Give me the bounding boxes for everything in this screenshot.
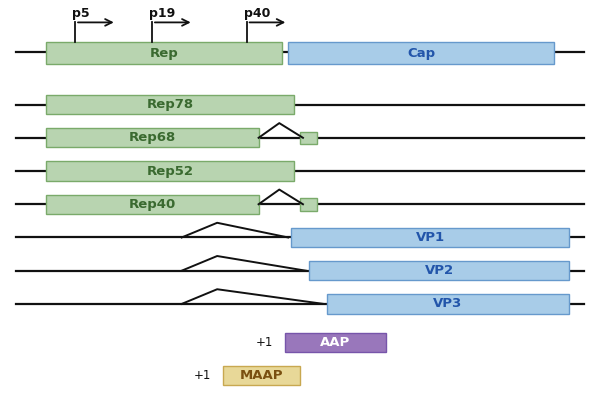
Text: +1: +1 [194, 369, 211, 382]
Text: VP1: VP1 [416, 231, 445, 244]
Text: Rep78: Rep78 [146, 98, 193, 111]
Bar [46, 42, 282, 64]
Bar [288, 42, 554, 64]
Text: p5: p5 [72, 7, 90, 20]
Bar [46, 95, 294, 114]
Text: p19: p19 [149, 7, 175, 20]
Bar [46, 161, 294, 181]
Bar [300, 198, 317, 210]
Text: Rep40: Rep40 [128, 198, 176, 211]
Bar [326, 294, 569, 314]
Text: VP3: VP3 [433, 297, 463, 310]
Text: p40: p40 [244, 7, 270, 20]
Text: AAP: AAP [320, 336, 350, 349]
Bar [285, 333, 386, 352]
Text: MAAP: MAAP [240, 369, 283, 382]
Bar [300, 131, 317, 144]
Text: Cap: Cap [407, 47, 436, 60]
Bar [223, 366, 300, 386]
Bar [309, 261, 569, 280]
Text: VP2: VP2 [424, 264, 454, 277]
Bar [291, 228, 569, 247]
Text: +1: +1 [256, 336, 274, 349]
Text: Rep: Rep [149, 47, 178, 60]
Text: Rep68: Rep68 [128, 131, 176, 144]
Bar [46, 128, 259, 147]
Bar [46, 194, 259, 214]
Text: Rep52: Rep52 [146, 165, 193, 178]
